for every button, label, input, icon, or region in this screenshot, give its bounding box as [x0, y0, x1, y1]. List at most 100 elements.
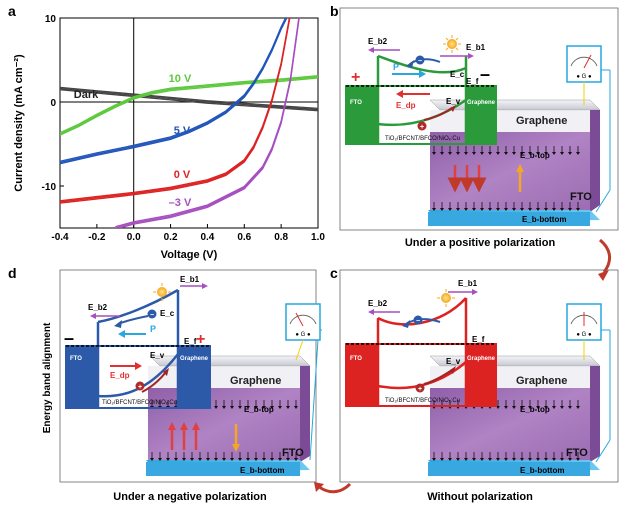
panel-a: a -0.4 -0.2 0.0 0.2 0.4 0.6 0.8 1.0 -10 0 10 Dark 1…	[8, 3, 325, 261]
field-arrowhead	[544, 458, 548, 461]
field-arrowhead	[432, 208, 436, 211]
curve-label: 0 V	[174, 169, 191, 181]
right-sign: –	[480, 64, 490, 84]
x-axis-label: Voltage (V)	[161, 249, 218, 261]
sun-icon	[437, 289, 455, 307]
eb-bottom-label: E_b-bottom	[240, 466, 284, 475]
panel-label-d: d	[8, 265, 17, 281]
graphene-box-label: Graphene	[467, 100, 496, 106]
transition-arrow-c-to-d	[317, 482, 352, 494]
ev-label: E_v	[446, 357, 461, 366]
field-arrowhead	[464, 208, 468, 211]
field-arrowhead	[480, 152, 484, 155]
y-axis-label: Current density (mA cm⁻²)	[13, 54, 25, 192]
plot-frame	[59, 17, 319, 229]
ec-label: E_c	[160, 309, 175, 318]
field-arrowhead	[254, 458, 258, 461]
energy-axis-label: Energy band alignment	[42, 322, 53, 433]
field-arrowhead	[560, 406, 564, 409]
eb-top-label: E_b-top	[520, 151, 550, 160]
left-sign: –	[64, 328, 74, 348]
field-arrowhead	[456, 208, 460, 211]
field-arrowhead	[222, 406, 226, 409]
field-arrowhead	[528, 208, 532, 211]
band-diagram: − + + –	[345, 47, 497, 145]
panel-label-b: b	[330, 3, 339, 19]
x-tick-label: 0.0	[127, 232, 141, 243]
svg-text:● G ●: ● G ●	[576, 74, 592, 80]
field-arrowhead	[440, 152, 444, 155]
tick-group: -0.4 -0.2 0.0 0.2 0.4 0.6 0.8 1.0 -10 0 10	[42, 14, 326, 243]
caption-d: Under a negative polarization	[113, 491, 267, 503]
curve-label: Dark	[74, 89, 99, 101]
field-arrowhead	[520, 406, 524, 409]
ev-label: E_v	[446, 97, 461, 106]
field-arrowhead	[568, 152, 572, 155]
x-tick-label: 1.0	[311, 232, 325, 243]
field-arrowhead	[544, 406, 548, 409]
material-label: TiO₂/BFCNT/BFCO/NiOₓ:Cu	[385, 398, 460, 404]
carrier-arrows	[447, 164, 524, 193]
band-diagram: − + – +	[64, 283, 211, 409]
field-arrowhead	[440, 208, 444, 211]
field-arrowhead	[520, 458, 524, 461]
curve-dark	[60, 89, 318, 112]
field-arrowhead	[440, 458, 444, 461]
field-arrowhead	[246, 406, 250, 409]
field-arrowhead	[536, 406, 540, 409]
caption-c: Without polarization	[427, 491, 533, 503]
curve-label: 5 V	[174, 125, 191, 137]
curve-label: 10 V	[169, 73, 192, 85]
y-tick-label: 0	[50, 98, 56, 109]
edp-label: E_dp	[396, 101, 416, 110]
y-tick-label: -10	[42, 182, 57, 193]
field-arrowhead	[520, 152, 524, 155]
material-label: TiO₂/BFCNT/BFCO/NiOₓ:Cu	[385, 136, 460, 142]
field-arrowhead	[432, 152, 436, 155]
svg-text:+: +	[418, 386, 422, 393]
field-arrowhead	[230, 458, 234, 461]
field-arrowhead	[520, 208, 524, 211]
left-sign: +	[351, 69, 360, 86]
field-arrowhead	[464, 152, 468, 155]
field-arrowhead	[262, 406, 266, 409]
field-arrowhead	[544, 152, 548, 155]
fto-label: FTO	[282, 447, 304, 459]
curve-5v	[60, 18, 288, 165]
ef-label: E_f	[184, 337, 197, 346]
fto-box-label: FTO	[350, 356, 362, 362]
field-arrowhead	[270, 458, 274, 461]
field-arrowhead	[464, 458, 468, 461]
ec-label: E_c	[450, 70, 465, 79]
field-arrowhead	[432, 458, 436, 461]
eb-bottom-label: E_b-bottom	[522, 215, 566, 224]
curve-3v	[115, 18, 300, 228]
svg-text:+: +	[420, 124, 424, 131]
curve-dark	[60, 87, 318, 111]
curves-group	[60, 18, 318, 228]
field-arrowhead	[536, 458, 540, 461]
band-diagram: − +	[345, 289, 497, 407]
field-arrowhead	[174, 458, 178, 461]
field-arrowhead	[504, 406, 508, 409]
field-arrowhead	[512, 406, 516, 409]
x-tick-label: 0.2	[164, 232, 178, 243]
curve-labels: Dark 10 V 5 V 0 V –3 V	[74, 73, 192, 209]
svg-text:−: −	[150, 312, 154, 319]
field-arrowhead	[560, 208, 564, 211]
field-arrowhead	[158, 458, 162, 461]
field-arrowhead	[166, 458, 170, 461]
panel-label-c: c	[330, 265, 338, 281]
field-arrowhead	[286, 406, 290, 409]
eb1-label: E_b1	[466, 43, 486, 52]
p-label: P	[150, 324, 156, 334]
ev-label: E_v	[150, 351, 165, 360]
field-arrowhead	[496, 152, 500, 155]
field-arrowhead	[182, 458, 186, 461]
graphene-label: Graphene	[516, 115, 567, 127]
field-arrowhead	[552, 152, 556, 155]
panel-d: d Energy band alignment Graphene FTO E_b…	[8, 265, 322, 503]
curve-10v	[60, 76, 318, 135]
field-arrowhead	[238, 406, 242, 409]
